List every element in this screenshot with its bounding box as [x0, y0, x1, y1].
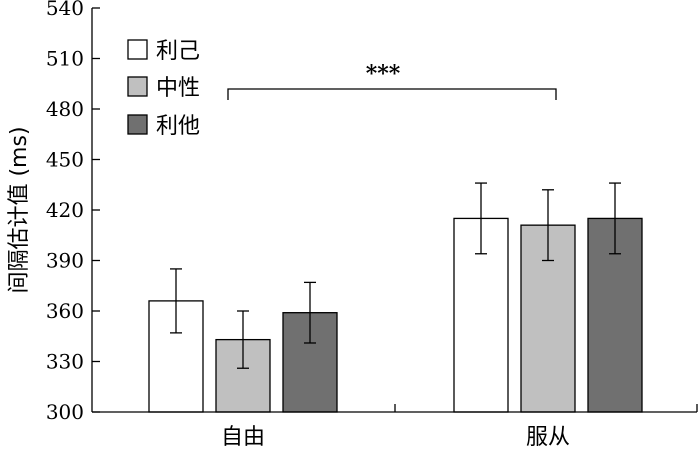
y-tick-label: 450: [46, 148, 84, 172]
legend-label-利他: 利他: [156, 114, 200, 139]
y-tick-label: 480: [46, 97, 84, 121]
significance-stars: ***: [366, 61, 401, 87]
x-category-label: 自由: [221, 425, 265, 450]
error-bar-中性-服从: [542, 189, 554, 262]
y-tick-label: 420: [46, 198, 84, 222]
error-bar-中性-自由: [237, 310, 249, 369]
y-tick-label: 510: [46, 47, 84, 71]
y-tick-label: 540: [46, 0, 84, 20]
x-category-label: 服从: [526, 425, 570, 450]
error-bars: [170, 182, 621, 369]
legend-swatch-利他: [127, 114, 148, 135]
error-bar-利己-自由: [170, 268, 182, 334]
significance-annotation: ***: [227, 61, 557, 100]
error-bar-利己-服从: [475, 182, 487, 255]
y-tick-label: 330: [46, 350, 84, 374]
y-tick-label: 360: [46, 299, 84, 323]
x-axis-category-labels: 自由 服从: [221, 425, 570, 450]
y-axis-ticks: 300 330 360 390 420 450 480 510 540: [46, 0, 100, 424]
significance-bracket: [227, 88, 557, 100]
error-bar-利他-服从: [609, 182, 621, 255]
legend-label-中性: 中性: [156, 76, 200, 101]
legend-swatch-利己: [127, 39, 148, 60]
y-axis-label: 间隔估计值 (ms): [7, 126, 32, 293]
legend-swatch-中性: [127, 76, 148, 97]
legend-label-利己: 利己: [156, 39, 200, 64]
y-tick-label: 300: [46, 400, 84, 424]
bars: [148, 217, 643, 413]
error-bar-利他-自由: [304, 281, 316, 344]
y-tick-label: 390: [46, 249, 84, 273]
